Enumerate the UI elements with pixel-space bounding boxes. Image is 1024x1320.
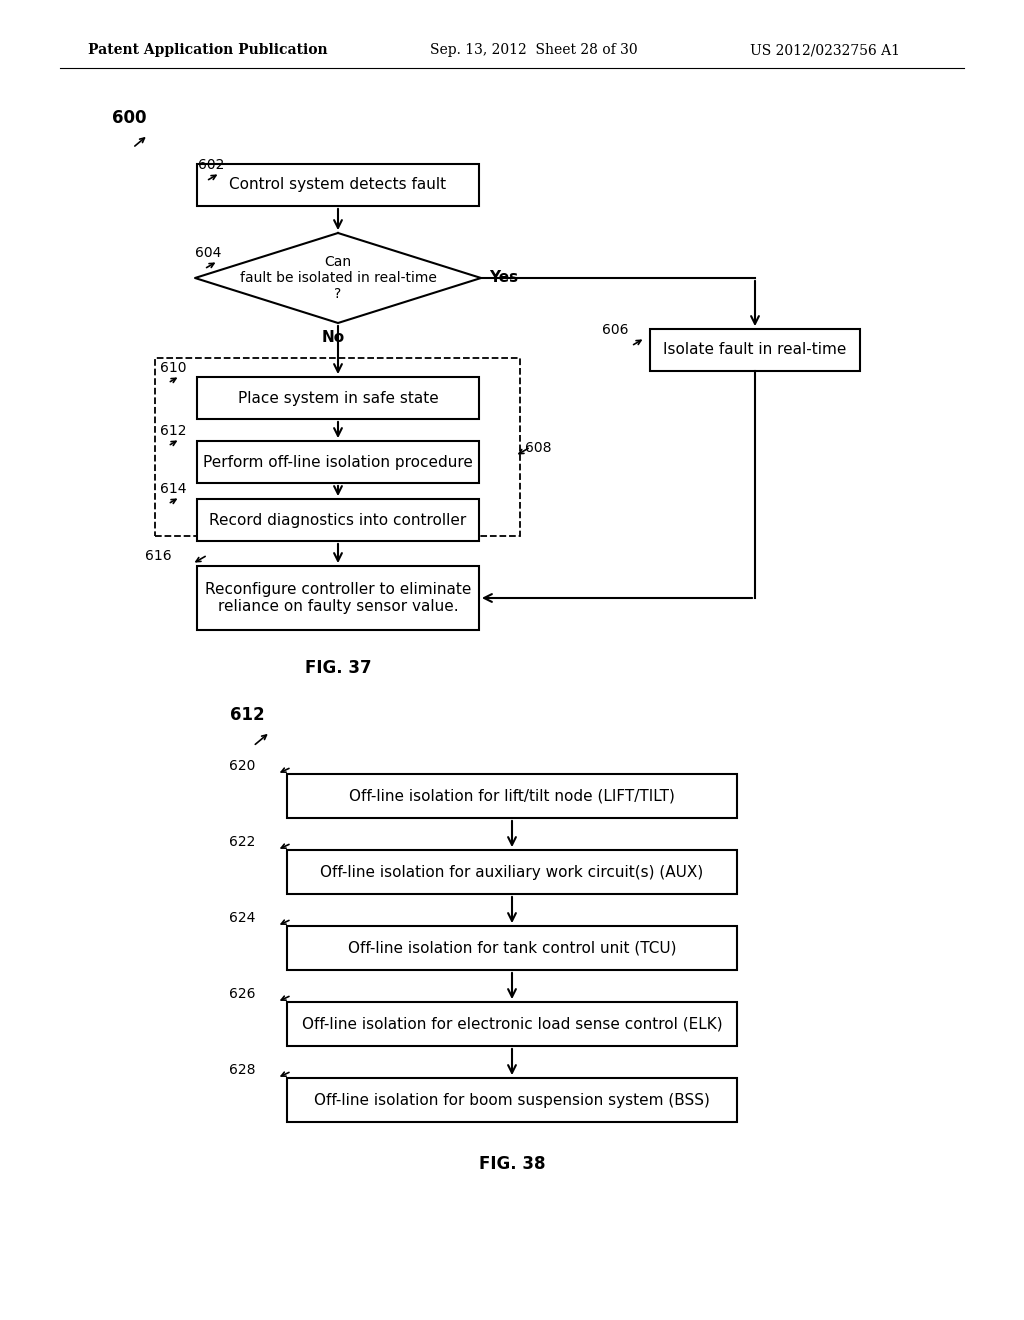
Text: 604: 604 (195, 246, 221, 260)
Text: Off-line isolation for electronic load sense control (ELK): Off-line isolation for electronic load s… (302, 1016, 722, 1031)
FancyBboxPatch shape (197, 566, 479, 630)
Text: 628: 628 (229, 1063, 256, 1077)
Text: 612: 612 (160, 424, 186, 438)
Text: FIG. 37: FIG. 37 (305, 659, 372, 677)
Text: Sep. 13, 2012  Sheet 28 of 30: Sep. 13, 2012 Sheet 28 of 30 (430, 44, 638, 57)
Text: Patent Application Publication: Patent Application Publication (88, 44, 328, 57)
Text: 608: 608 (525, 441, 552, 455)
Text: Yes: Yes (489, 271, 518, 285)
FancyBboxPatch shape (197, 164, 479, 206)
Text: Off-line isolation for lift/tilt node (LIFT/TILT): Off-line isolation for lift/tilt node (L… (349, 788, 675, 804)
Text: Perform off-line isolation procedure: Perform off-line isolation procedure (203, 454, 473, 470)
FancyBboxPatch shape (287, 927, 737, 970)
Text: 620: 620 (229, 759, 255, 774)
Text: Off-line isolation for auxiliary work circuit(s) (AUX): Off-line isolation for auxiliary work ci… (321, 865, 703, 879)
Text: FIG. 38: FIG. 38 (479, 1155, 545, 1173)
FancyBboxPatch shape (287, 1078, 737, 1122)
Text: 612: 612 (230, 706, 264, 723)
Text: Can
fault be isolated in real-time
?: Can fault be isolated in real-time ? (240, 255, 436, 301)
Text: Reconfigure controller to eliminate
reliance on faulty sensor value.: Reconfigure controller to eliminate reli… (205, 582, 471, 614)
Text: Place system in safe state: Place system in safe state (238, 391, 438, 405)
Text: 600: 600 (112, 110, 146, 127)
Text: Record diagnostics into controller: Record diagnostics into controller (209, 512, 467, 528)
Text: Off-line isolation for tank control unit (TCU): Off-line isolation for tank control unit… (348, 940, 676, 956)
FancyBboxPatch shape (287, 850, 737, 894)
Text: 624: 624 (229, 911, 255, 925)
FancyBboxPatch shape (197, 499, 479, 541)
Text: 622: 622 (229, 836, 255, 849)
Text: 616: 616 (145, 549, 172, 564)
Text: 602: 602 (198, 158, 224, 172)
Text: 614: 614 (160, 482, 186, 496)
Text: Off-line isolation for boom suspension system (BSS): Off-line isolation for boom suspension s… (314, 1093, 710, 1107)
Text: No: No (322, 330, 344, 345)
FancyBboxPatch shape (287, 774, 737, 818)
Text: 606: 606 (602, 323, 629, 337)
Text: 626: 626 (229, 987, 256, 1001)
Text: US 2012/0232756 A1: US 2012/0232756 A1 (750, 44, 900, 57)
Text: Isolate fault in real-time: Isolate fault in real-time (664, 342, 847, 358)
FancyBboxPatch shape (287, 1002, 737, 1045)
Text: Control system detects fault: Control system detects fault (229, 177, 446, 193)
FancyBboxPatch shape (197, 441, 479, 483)
FancyBboxPatch shape (197, 378, 479, 418)
FancyBboxPatch shape (650, 329, 860, 371)
Text: 610: 610 (160, 360, 186, 375)
